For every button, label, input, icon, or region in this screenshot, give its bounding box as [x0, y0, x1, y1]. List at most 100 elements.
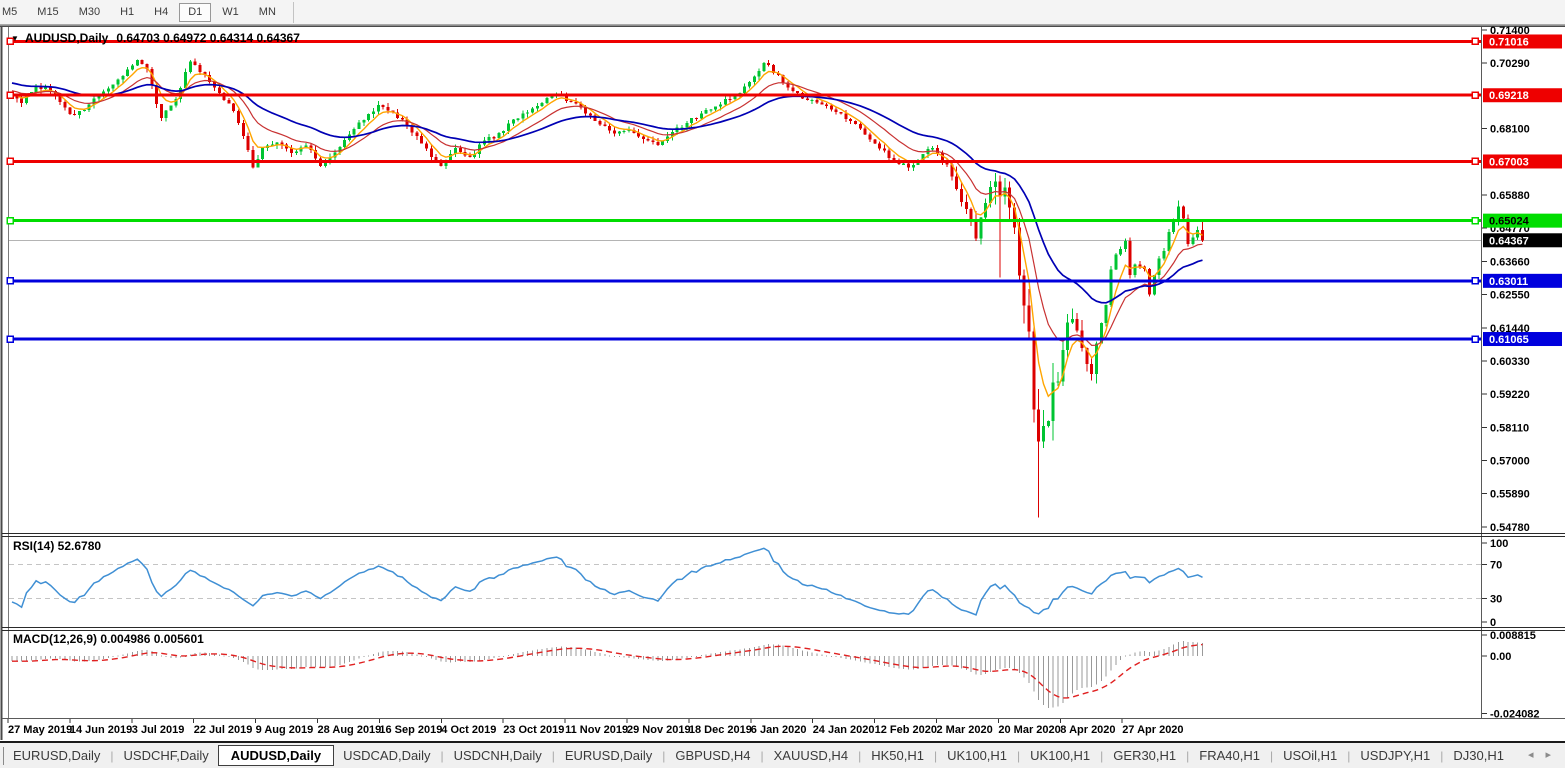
candle [1201, 222, 1205, 242]
date-label: 16 Sep 2019 [379, 724, 442, 736]
price-tick-label: 0.61440 [1490, 323, 1530, 335]
candle [188, 59, 192, 74]
candle [825, 103, 829, 109]
symbol-tab-GER30-H1[interactable]: GER30,H1 [1113, 748, 1177, 763]
candle [458, 145, 462, 155]
timeframe-button-D1[interactable]: D1 [179, 2, 212, 22]
candle [429, 144, 433, 162]
date-label: 2 Mar 2020 [937, 724, 993, 736]
hline-handle[interactable] [1471, 91, 1479, 99]
symbol-tab-USDJPY-H1[interactable]: USDJPY,H1 [1360, 748, 1431, 763]
symbol-tab-XAUUSD-H4[interactable]: XAUUSD,H4 [773, 748, 849, 763]
symbol-tab-GBPUSD-H4[interactable]: GBPUSD,H4 [675, 748, 751, 763]
candle [251, 146, 255, 169]
timeframe-button-W1[interactable]: W1 [222, 5, 239, 18]
candle [400, 115, 404, 122]
current-price-label: 0.64367 [1489, 235, 1529, 247]
candle [381, 104, 385, 110]
price-panel [6, 37, 1481, 518]
tab-separator: | [662, 748, 666, 763]
candle [174, 97, 178, 108]
symbol-tab-USDCHF-Daily[interactable]: USDCHF,Daily [123, 748, 209, 763]
hline-handle[interactable] [1471, 216, 1479, 225]
timeframe-button-H4[interactable]: H4 [154, 5, 169, 18]
price-scale[interactable]: 0.714000.702900.681000.658800.647700.636… [1482, 25, 1562, 534]
hline-handle[interactable] [1471, 335, 1479, 343]
hline-handle[interactable] [6, 335, 14, 343]
symbol-tab-USOil-H1[interactable]: USOil,H1 [1283, 748, 1338, 763]
date-label: 29 Nov 2019 [627, 724, 691, 736]
tab-separator: | [551, 748, 555, 763]
symbol-tab-AUDUSD-Daily[interactable]: AUDUSD,Daily [217, 745, 335, 766]
hline-handle[interactable] [1471, 37, 1479, 46]
candle [415, 130, 419, 141]
symbol-tab-UK100-H1[interactable]: UK100,H1 [947, 748, 1008, 763]
candle [232, 103, 236, 113]
timeframe-button-M15[interactable]: M15 [37, 5, 59, 18]
candle [834, 106, 838, 115]
price-tick-label: 0.60330 [1490, 356, 1530, 368]
candle [372, 107, 375, 118]
candle [854, 120, 857, 125]
candle [757, 68, 761, 81]
candle [1090, 358, 1094, 381]
candle [487, 133, 491, 145]
tab-separator: | [110, 748, 114, 763]
candle [49, 84, 53, 95]
candle [873, 138, 877, 145]
candle [902, 162, 906, 165]
candle [304, 142, 308, 149]
candle [126, 67, 130, 77]
candle [367, 113, 371, 122]
candle [781, 74, 785, 85]
candle [425, 141, 429, 151]
symbol-tab-USDCNH-Daily[interactable]: USDCNH,Daily [453, 748, 542, 763]
timeframe-button-M30[interactable]: M30 [78, 5, 101, 18]
chart-surface[interactable] [9, 27, 1481, 533]
candle [1162, 248, 1166, 261]
date-label: 27 May 2019 [8, 724, 72, 736]
hline-handle[interactable] [6, 157, 14, 166]
hline-handle[interactable] [6, 216, 14, 225]
symbol-tab-EURUSD-Daily[interactable]: EURUSD,Daily [564, 748, 653, 763]
hline-handle[interactable] [6, 91, 14, 99]
candle [719, 102, 723, 111]
candle [656, 138, 660, 146]
candle [550, 95, 554, 99]
candle [1061, 340, 1065, 387]
candle [579, 101, 583, 110]
candle [849, 118, 853, 124]
candle [622, 128, 626, 134]
candle [858, 122, 862, 130]
symbol-tab-EURUSD-Daily[interactable]: EURUSD,Daily [13, 748, 101, 763]
timeframe-button-H1[interactable]: H1 [120, 5, 135, 18]
tabs-scroll-left-icon[interactable]: ◂ [1527, 749, 1534, 761]
hline-handle[interactable] [1471, 157, 1479, 166]
candle [690, 117, 694, 127]
date-label: 12 Feb 2020 [875, 724, 937, 736]
timeframe-button-M5[interactable]: M5 [2, 5, 18, 18]
candle [772, 63, 776, 75]
symbol-tab-DJ30-H1[interactable]: DJ30,H1 [1453, 748, 1504, 763]
tabs-scroll-right-icon[interactable]: ▸ [1545, 749, 1551, 761]
candle [694, 117, 698, 122]
hline-price-label: 0.69218 [1489, 90, 1529, 102]
symbol-tab-USDCAD-Daily[interactable]: USDCAD,Daily [343, 748, 431, 763]
candle [343, 136, 347, 151]
symbol-dropdown-icon[interactable]: ▼ [11, 34, 19, 43]
hline-handle[interactable] [1471, 277, 1479, 285]
hline-handle[interactable] [6, 277, 14, 285]
candle [964, 194, 968, 214]
date-label: 28 Aug 2019 [318, 724, 382, 736]
date-label: 14 Jun 2019 [70, 724, 132, 736]
candle [1027, 288, 1031, 339]
hline-handle[interactable] [6, 37, 14, 46]
candle [1085, 347, 1089, 372]
symbol-tab-FRA40-H1[interactable]: FRA40,H1 [1199, 748, 1260, 763]
candle [1167, 228, 1171, 255]
price-tick-label: 0.70290 [1490, 58, 1530, 70]
symbol-tab-UK100-H1[interactable]: UK100,H1 [1030, 748, 1091, 763]
symbol-tab-HK50-H1[interactable]: HK50,H1 [871, 748, 924, 763]
timeframe-button-MN[interactable]: MN [258, 5, 276, 18]
